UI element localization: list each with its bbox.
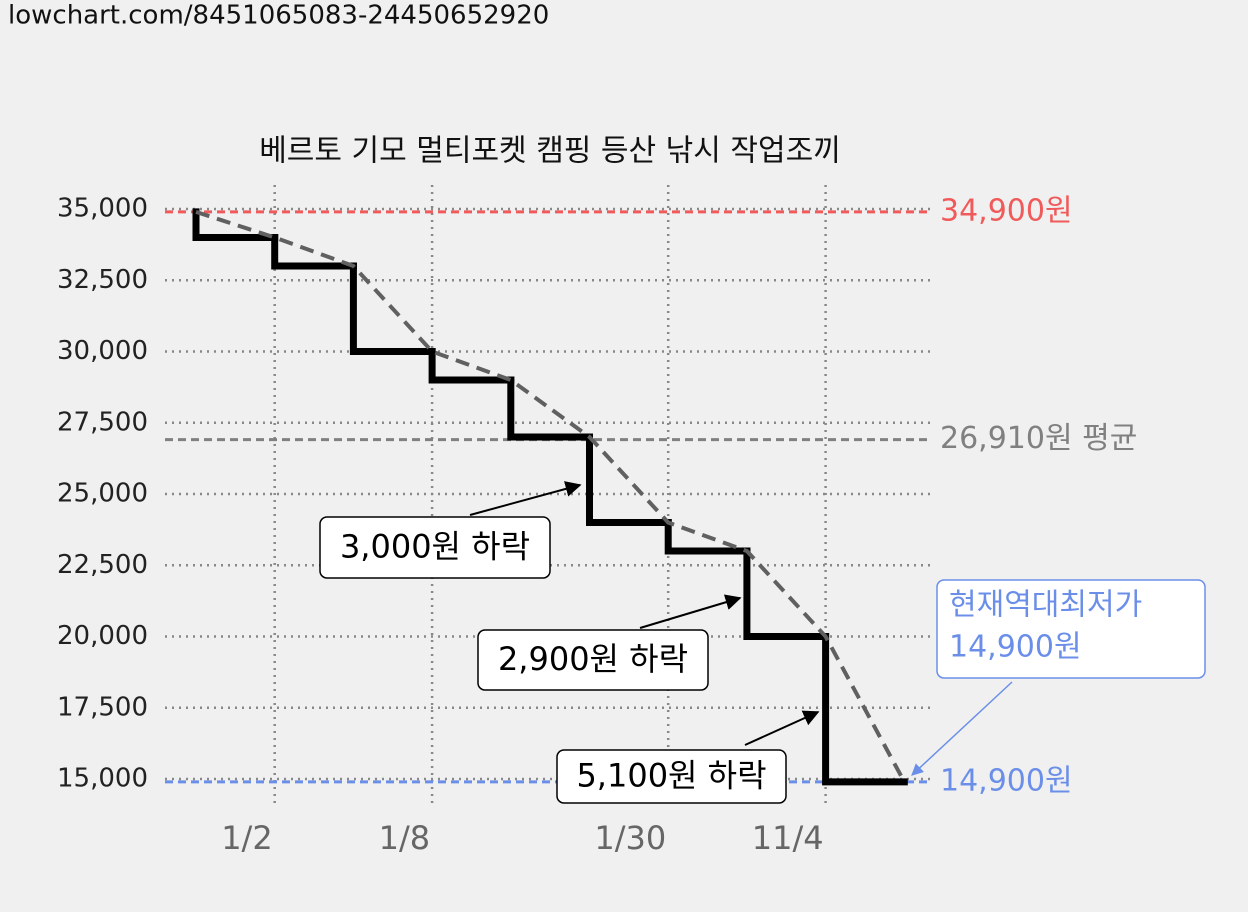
reference-label: 34,900원: [940, 193, 1073, 228]
annotation-arrow: [639, 594, 742, 629]
y-tick-label: 17,500: [57, 692, 148, 722]
y-tick-label: 22,500: [57, 550, 148, 580]
x-tick-label: 11/4: [752, 819, 824, 857]
chart-title: 베르토 기모 멀티포켓 캠핑 등산 낚시 작업조끼: [259, 134, 841, 169]
step-segment: [271, 234, 357, 270]
annotation-text: 14,900원: [949, 630, 1082, 665]
annotation-text: 5,100원 하락: [576, 757, 766, 795]
y-tick-label: 27,500: [57, 407, 148, 437]
y-tick-label: 30,000: [57, 336, 148, 366]
x-tick-label: 1/30: [594, 819, 666, 857]
y-tick-label: 25,000: [57, 479, 148, 509]
annotation-box: [319, 516, 551, 579]
y-tick-label: 35,000: [57, 194, 148, 224]
y-tick-label: 20,000: [57, 621, 148, 651]
url: lowchart.com/8451065083-24450652920: [8, 1, 549, 31]
annotation-arrow: [911, 681, 1013, 776]
annotation-text: 2,900원 하락: [498, 640, 688, 678]
y-tick-label: 15,000: [57, 764, 148, 794]
x-tick-label: 1/2: [221, 819, 273, 857]
step-segment: [507, 376, 593, 441]
reference-label: 14,900원: [940, 763, 1073, 798]
step-segment: [192, 208, 279, 241]
annotation-arrow: [744, 710, 820, 746]
annotation-box: [556, 749, 787, 804]
annotation-arrow: [469, 481, 582, 516]
annotation-text: 현재역대최저가: [949, 588, 1142, 623]
y-tick-label: 32,500: [57, 265, 148, 295]
step-segment: [664, 519, 751, 555]
annotation-box: [477, 629, 709, 691]
step-segment: [743, 547, 830, 640]
step-segment: [822, 633, 908, 786]
step-segment: [428, 348, 515, 384]
x-tick-label: 1/8: [379, 819, 431, 857]
step-segment: [349, 262, 436, 355]
annotation-text: 3,000원 하락: [340, 528, 530, 566]
step-segment: [586, 433, 672, 526]
reference-label: 26,910원 평균: [940, 421, 1137, 456]
annotation-box: [936, 579, 1206, 679]
